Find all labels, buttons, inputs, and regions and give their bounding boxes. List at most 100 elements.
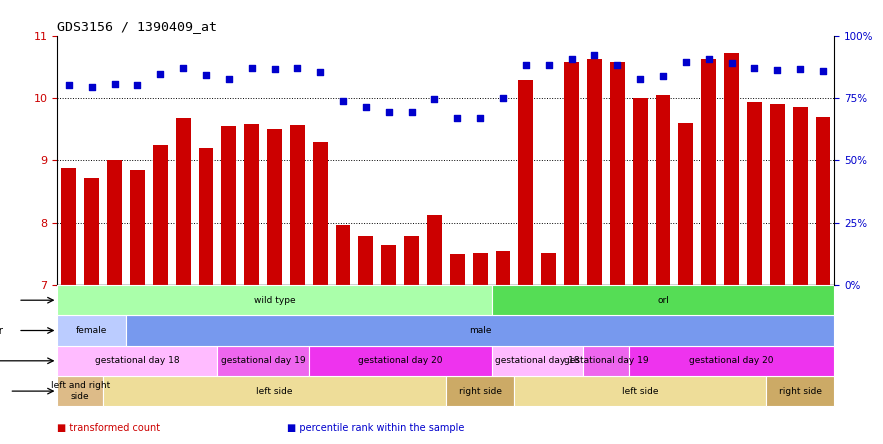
Point — [519, 62, 533, 69]
Point — [541, 62, 555, 69]
Point — [702, 56, 716, 63]
Bar — [381, 245, 396, 285]
Bar — [404, 236, 419, 285]
Text: gestational day 20: gestational day 20 — [690, 356, 774, 365]
Point — [153, 71, 167, 78]
Point — [62, 82, 76, 89]
Bar — [610, 62, 625, 285]
Point — [176, 64, 190, 71]
Text: left side: left side — [622, 387, 659, 396]
Point — [131, 82, 145, 89]
Bar — [57, 346, 217, 376]
Point — [450, 114, 464, 121]
Point — [656, 72, 670, 79]
Bar — [678, 123, 693, 285]
Text: gestational day 18: gestational day 18 — [95, 356, 180, 365]
Point — [770, 66, 784, 73]
Bar — [103, 376, 446, 406]
Bar — [84, 178, 99, 285]
Text: ■ transformed count: ■ transformed count — [57, 423, 161, 433]
Bar — [153, 145, 168, 285]
Text: right side: right side — [779, 387, 822, 396]
Bar — [57, 315, 126, 346]
Bar — [450, 254, 464, 285]
Text: gestational day 19: gestational day 19 — [221, 356, 306, 365]
Bar — [541, 253, 556, 285]
Bar — [126, 315, 834, 346]
Point — [199, 72, 213, 79]
Bar — [427, 215, 442, 285]
Point — [358, 104, 373, 111]
Point — [564, 56, 578, 63]
Point — [427, 95, 442, 103]
Bar — [587, 59, 602, 285]
Bar — [57, 376, 103, 406]
Point — [610, 62, 624, 69]
Bar — [633, 98, 647, 285]
Point — [473, 114, 487, 121]
Text: gestational day 20: gestational day 20 — [358, 356, 442, 365]
Text: gestational day 19: gestational day 19 — [563, 356, 648, 365]
Bar — [770, 104, 785, 285]
Point — [633, 75, 647, 83]
Bar — [747, 102, 762, 285]
Point — [313, 68, 328, 75]
Point — [747, 64, 761, 71]
Text: left and right
side: left and right side — [50, 381, 109, 401]
Text: female: female — [76, 326, 108, 335]
Bar — [518, 80, 533, 285]
Bar — [446, 376, 515, 406]
Text: gender: gender — [0, 325, 3, 336]
Point — [816, 67, 830, 75]
Bar — [336, 225, 351, 285]
Bar — [766, 376, 834, 406]
Text: ■ percentile rank within the sample: ■ percentile rank within the sample — [287, 423, 464, 433]
Bar — [309, 346, 492, 376]
Bar — [793, 107, 808, 285]
Bar — [701, 59, 716, 285]
Bar — [217, 346, 309, 376]
Text: left side: left side — [256, 387, 293, 396]
Point — [222, 75, 236, 83]
Point — [381, 108, 396, 115]
Bar — [267, 129, 282, 285]
Text: GDS3156 / 1390409_at: GDS3156 / 1390409_at — [57, 20, 217, 33]
Point — [85, 84, 99, 91]
Bar — [492, 285, 834, 315]
Point — [245, 64, 259, 71]
Point — [268, 65, 282, 72]
Bar — [107, 160, 122, 285]
Bar — [222, 126, 237, 285]
Point — [679, 59, 693, 66]
Bar — [290, 125, 305, 285]
Bar — [62, 168, 76, 285]
Text: right side: right side — [458, 387, 502, 396]
Bar — [583, 346, 629, 376]
Point — [496, 95, 510, 102]
Bar — [472, 253, 487, 285]
Bar — [492, 346, 583, 376]
Point — [404, 108, 419, 115]
Bar — [515, 376, 766, 406]
Text: orl: orl — [657, 296, 669, 305]
Point — [725, 59, 739, 67]
Bar — [176, 118, 191, 285]
Point — [336, 98, 351, 105]
Bar — [358, 236, 374, 285]
Bar — [495, 251, 510, 285]
Point — [291, 64, 305, 71]
Bar — [816, 117, 830, 285]
Bar — [199, 148, 214, 285]
Bar — [564, 62, 579, 285]
Point — [587, 52, 601, 59]
Point — [108, 80, 122, 87]
Bar — [629, 346, 834, 376]
Text: gestational day 18: gestational day 18 — [495, 356, 579, 365]
Text: male: male — [469, 326, 492, 335]
Text: wild type: wild type — [253, 296, 295, 305]
Bar — [57, 285, 492, 315]
Bar — [130, 170, 145, 285]
Bar — [313, 142, 328, 285]
Bar — [655, 95, 670, 285]
Bar — [724, 53, 739, 285]
